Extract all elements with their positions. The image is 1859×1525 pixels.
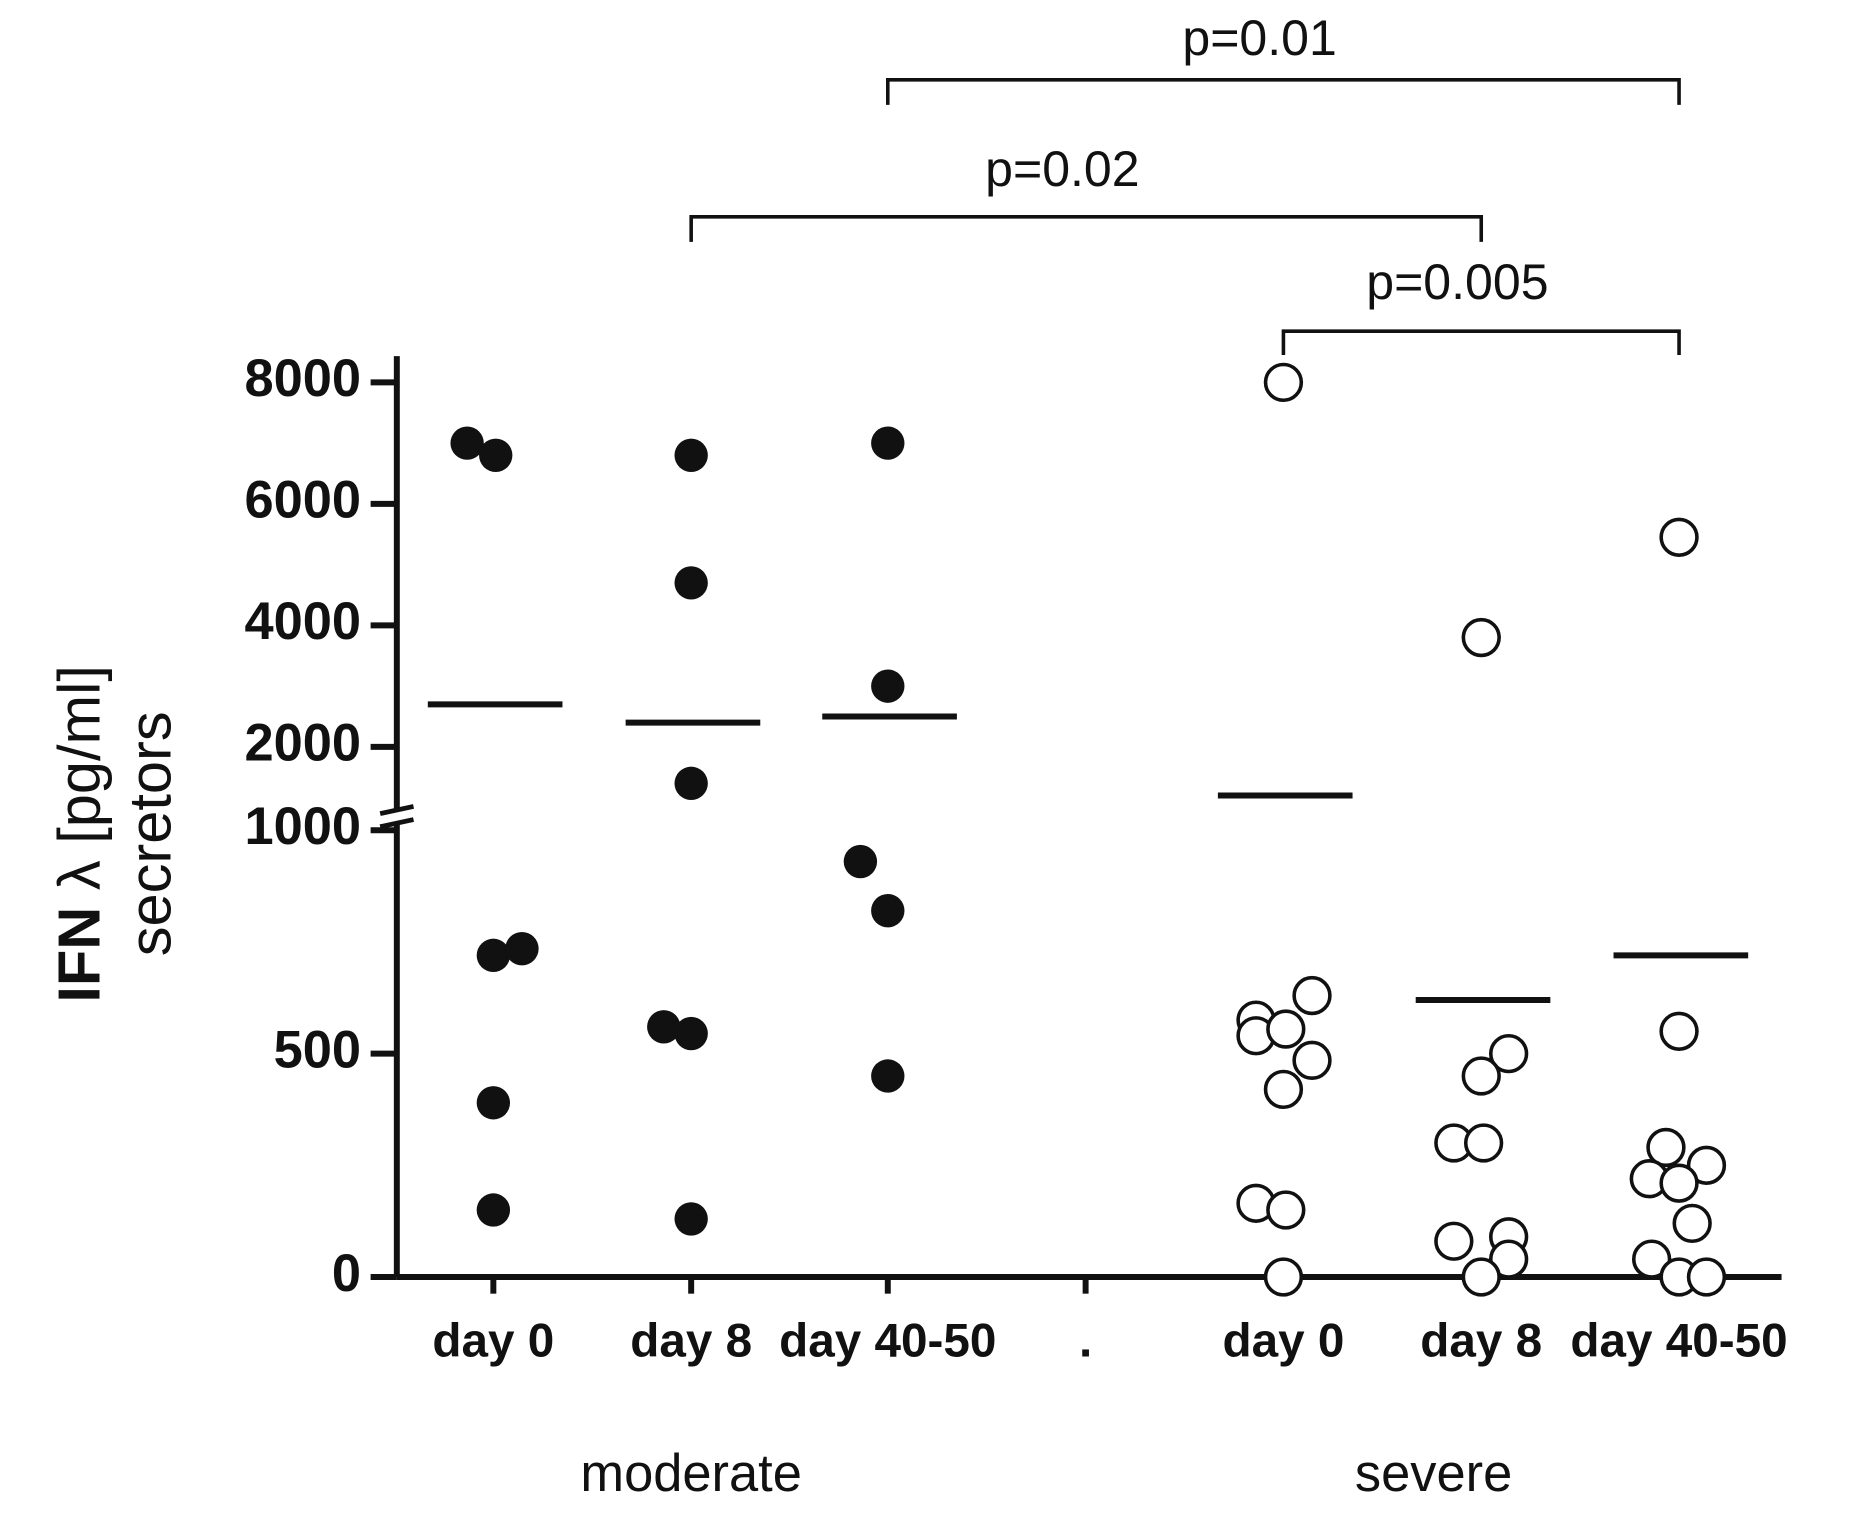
data-point — [871, 669, 905, 703]
y-tick-label: 8000 — [244, 350, 361, 408]
y-label-bold: IFN — [45, 907, 112, 1003]
p-value-label: p=0.01 — [1182, 10, 1336, 66]
data-point — [1461, 1056, 1501, 1096]
data-point — [1659, 1011, 1699, 1051]
data-point — [1266, 1190, 1306, 1230]
data-point — [871, 1059, 905, 1093]
p-value-label: p=0.02 — [985, 141, 1139, 197]
data-point — [1461, 617, 1501, 658]
data-point — [843, 844, 878, 879]
data-point — [1263, 1257, 1304, 1297]
y-tick-label: 2000 — [244, 715, 361, 773]
data-point — [1686, 1145, 1727, 1185]
y-label-unit: λ [pg/ml] — [45, 665, 112, 890]
data-point — [1631, 1239, 1672, 1279]
significance-bracket — [1281, 329, 1681, 355]
data-point — [674, 1202, 708, 1236]
data-point — [647, 1010, 681, 1044]
y-axis-label: IFN λ [pg/ml] secretors — [45, 665, 184, 1003]
data-point — [1659, 517, 1699, 557]
data-point — [1646, 1127, 1686, 1168]
x-tick-label: day 8 — [1420, 1314, 1542, 1367]
data-point — [1686, 1257, 1727, 1297]
data-point — [1434, 1221, 1474, 1261]
y-axis-label-line2: secretors — [117, 711, 184, 956]
data-point — [1672, 1203, 1712, 1244]
data-point — [479, 438, 513, 472]
data-point — [505, 931, 539, 966]
data-point — [1463, 1123, 1504, 1163]
data-point — [674, 766, 708, 801]
data-point — [674, 1016, 708, 1051]
data-point — [1292, 1040, 1332, 1080]
group-label: severe — [1355, 1445, 1512, 1503]
y-tick-label: 6000 — [244, 472, 361, 530]
y-tick-label: 4000 — [244, 593, 361, 651]
y-tick-label: 1000 — [244, 798, 361, 856]
data-point — [674, 566, 708, 600]
group-label: moderate — [580, 1445, 801, 1503]
y-tick-label: 500 — [274, 1021, 361, 1079]
data-point — [871, 894, 905, 928]
x-tick-label: day 0 — [1222, 1314, 1344, 1367]
data-point — [1292, 975, 1332, 1016]
data-point — [1263, 362, 1304, 403]
x-tick-label: day 40-50 — [1570, 1314, 1787, 1367]
data-point — [1488, 1239, 1529, 1279]
data-point — [1659, 1163, 1699, 1203]
significance-bracket — [689, 215, 1484, 242]
y-axis-label-line1: IFN λ [pg/ml] — [45, 665, 112, 1003]
axis-break — [379, 804, 415, 816]
axis-break — [379, 817, 415, 830]
data-point — [476, 1086, 511, 1120]
data-point — [476, 1193, 511, 1227]
data-point — [476, 938, 511, 973]
data-point — [1461, 1257, 1501, 1297]
p-value-label: p=0.005 — [1366, 254, 1548, 310]
data-point — [1263, 1069, 1304, 1110]
data-point — [1266, 1009, 1306, 1049]
data-point — [1488, 1033, 1529, 1074]
x-tick-label: day 40-50 — [779, 1314, 996, 1367]
significance-bracket — [886, 78, 1681, 105]
data-point — [674, 438, 708, 472]
x-tick-label: day 0 — [432, 1314, 554, 1367]
y-tick-label: 0 — [332, 1245, 361, 1303]
x-tick-label: . — [1079, 1314, 1092, 1367]
x-tick-label: day 8 — [630, 1314, 752, 1367]
data-point — [871, 426, 905, 460]
data-point — [450, 426, 484, 460]
